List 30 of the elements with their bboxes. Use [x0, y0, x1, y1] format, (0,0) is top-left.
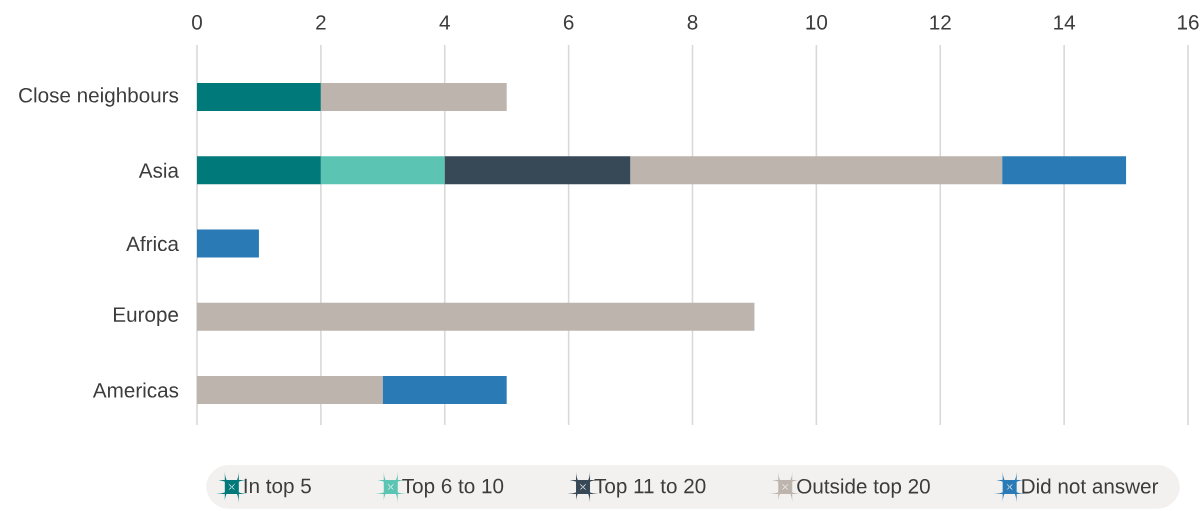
bar: [197, 156, 321, 185]
bar: [197, 302, 755, 331]
bar: [630, 156, 1003, 185]
bar: [197, 229, 259, 258]
bar: [320, 156, 445, 185]
x-tick-label: 8: [687, 14, 698, 30]
x-tick-label: 6: [563, 14, 574, 30]
x-tick-label: 4: [439, 15, 450, 30]
bar: [197, 376, 383, 404]
bar: [197, 83, 321, 111]
x-tick-label: 2: [316, 15, 326, 30]
x-tick-label: 10: [806, 14, 828, 30]
y-tick-label: Close neighbours: [19, 87, 179, 107]
y-tick-label: Americas: [92, 382, 179, 398]
bar: [444, 156, 631, 185]
legend-label: Top 11 to 20: [594, 478, 706, 498]
legend-label: Outside top 20: [797, 478, 930, 498]
legend-label: In top 5: [244, 478, 311, 498]
x-tick-label: 16: [1178, 14, 1199, 30]
legend-label: Did not answer: [1022, 478, 1159, 494]
y-tick-label: Europe: [114, 307, 179, 327]
x-tick-label: 0: [192, 14, 202, 30]
y-tick-label: Africa: [126, 235, 179, 252]
x-tick-label: 12: [930, 15, 951, 30]
bar: [1002, 156, 1127, 185]
bar: [320, 83, 507, 111]
y-tick-label: Asia: [138, 162, 179, 178]
legend-label: Top 6 to 10: [402, 478, 504, 498]
x-tick-label: 14: [1054, 15, 1076, 30]
bar: [382, 376, 507, 404]
